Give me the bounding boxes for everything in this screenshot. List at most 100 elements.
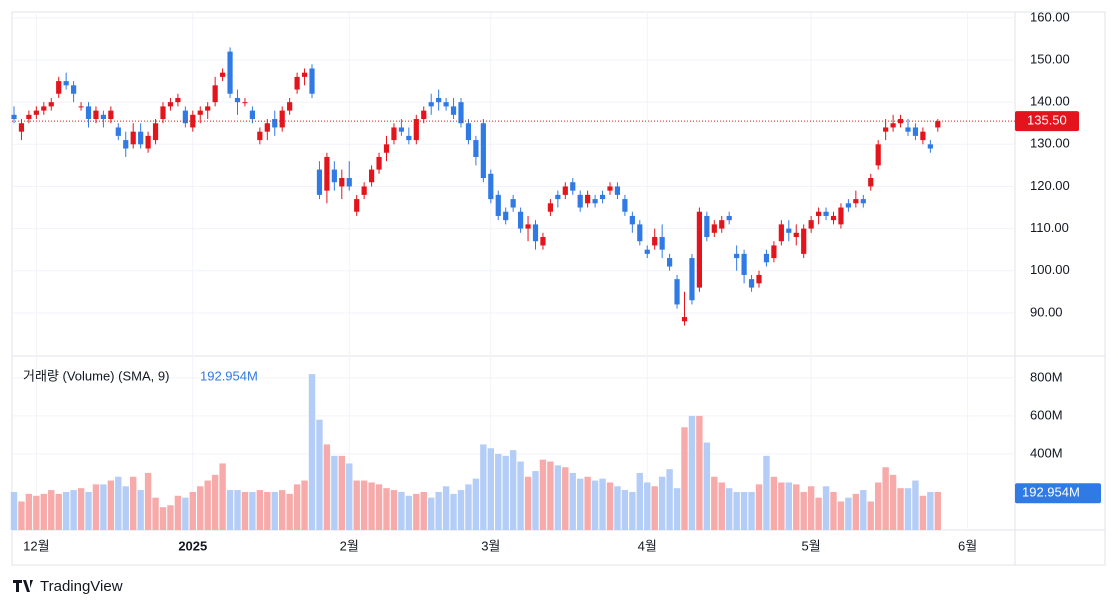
candle-body: [741, 253, 747, 275]
candle-body: [644, 249, 650, 254]
volume-sma-box: [1015, 483, 1101, 504]
candle-body: [398, 127, 404, 132]
volume-bar: [860, 490, 867, 530]
volume-bar: [502, 455, 509, 530]
volume-bar: [331, 455, 338, 530]
volume-bar: [256, 490, 264, 530]
volume-bar: [25, 493, 33, 530]
volume-bar: [703, 442, 711, 530]
y-tick-label: 100.00: [1030, 262, 1070, 277]
volume-bar: [800, 491, 807, 530]
y-tick-label: 160.00: [1030, 9, 1070, 24]
candle-body: [480, 123, 486, 179]
candle-body: [734, 253, 740, 259]
candle-body: [234, 97, 241, 103]
volume-bar: [249, 491, 256, 530]
candle-body: [920, 131, 926, 141]
y-tick-label: 140.00: [1030, 94, 1070, 109]
volume-bar: [55, 493, 62, 530]
candle-body: [585, 194, 591, 204]
candle-body: [391, 127, 397, 141]
last-price-box: [1015, 111, 1079, 132]
volume-bar: [763, 455, 770, 530]
volume-bar: [107, 480, 115, 530]
candle-body: [93, 110, 99, 120]
candle-body: [823, 211, 829, 216]
volume-bar: [77, 488, 85, 530]
volume-bar: [770, 476, 778, 530]
candle-body: [577, 194, 583, 208]
candle-body: [696, 211, 702, 288]
volume-bar: [480, 444, 487, 530]
volume-bar: [569, 472, 576, 530]
candle-body: [905, 127, 911, 132]
candle-body: [33, 110, 39, 115]
volume-bar: [733, 491, 740, 530]
candle-body: [681, 317, 688, 322]
last-price-label: 135.50: [1027, 113, 1067, 128]
candle-body: [56, 81, 62, 94]
volume-bar: [353, 480, 360, 530]
volume-bar: [375, 484, 383, 530]
candle-body: [562, 186, 568, 195]
candle-body: [793, 232, 799, 238]
candle-body: [704, 215, 710, 238]
volume-bar: [897, 488, 904, 530]
y-tick-label: 110.00: [1030, 220, 1069, 235]
candle-body: [473, 140, 479, 157]
candle-body: [786, 228, 792, 233]
volume-bar: [554, 465, 562, 530]
x-tick-label: 4월: [638, 538, 657, 553]
candle-body: [272, 119, 278, 128]
volume-bar: [875, 482, 882, 530]
candle-body: [816, 211, 822, 216]
candle-body: [152, 123, 159, 141]
candle-body: [115, 127, 121, 136]
volume-bar: [547, 461, 554, 530]
candle-body: [354, 199, 360, 212]
candle-body: [287, 102, 293, 111]
volume-bar: [927, 491, 934, 530]
volume-bar: [465, 484, 472, 530]
candle-body: [570, 182, 576, 191]
volume-bar: [912, 480, 919, 530]
candle-body: [607, 186, 613, 191]
candle-body: [771, 245, 777, 259]
candle-body: [488, 173, 494, 200]
volume-bar: [867, 501, 874, 530]
candle-body: [376, 156, 382, 170]
volume-bar: [182, 497, 189, 530]
candle-body: [26, 114, 32, 120]
volume-bar: [606, 482, 614, 530]
volume-bar: [852, 493, 860, 530]
candle-body: [294, 76, 300, 90]
volume-bar: [70, 490, 77, 530]
candle-body: [197, 110, 203, 115]
candle-body: [78, 106, 84, 108]
candle-body: [324, 156, 330, 191]
brand-logo: TradingView: [13, 578, 123, 595]
volume-bar: [830, 491, 837, 530]
candle-body: [890, 123, 896, 128]
y-tick-label: 120.00: [1030, 178, 1070, 193]
volume-bar: [472, 478, 480, 530]
volume-bar: [435, 491, 442, 530]
candle-body: [205, 106, 211, 111]
volume-bar: [33, 495, 40, 530]
volume-bar: [785, 482, 792, 530]
volume-bar: [92, 484, 100, 530]
candle-body: [41, 106, 47, 111]
volume-bar: [651, 486, 658, 530]
volume-bar: [666, 469, 673, 530]
candle-body: [935, 121, 941, 128]
candle-body: [756, 274, 762, 284]
candle-body: [912, 127, 919, 136]
candle-body: [629, 215, 635, 225]
candle-body: [599, 194, 606, 200]
y2-tick-label: 600M: [1030, 407, 1063, 422]
candle-body: [450, 106, 457, 115]
volume-bar: [636, 472, 643, 530]
candle-body: [503, 211, 509, 221]
volume-bar: [524, 476, 532, 530]
candle-body: [182, 110, 188, 124]
